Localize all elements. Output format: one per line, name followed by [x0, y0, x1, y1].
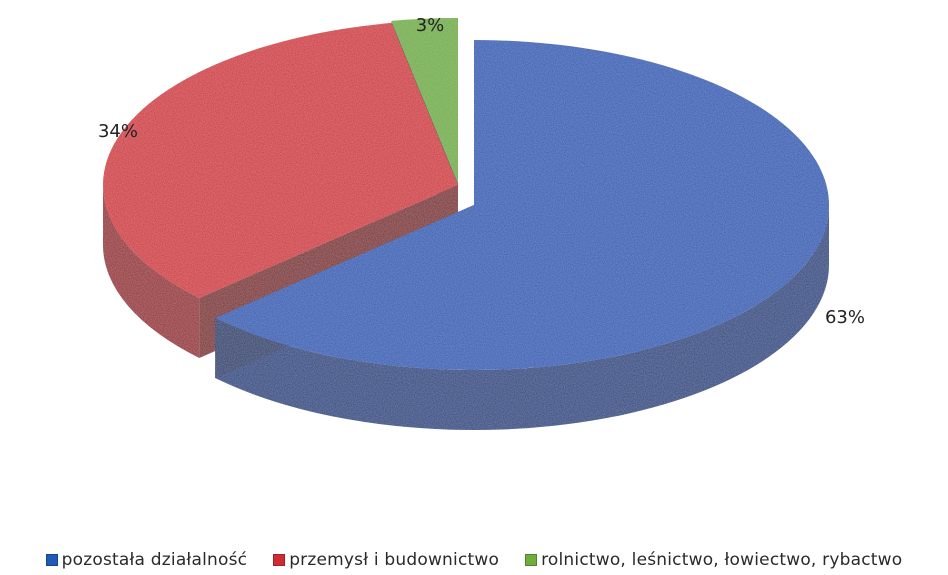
legend-label-0: pozostała działalność — [61, 550, 248, 570]
pie-slice-side-1 — [103, 185, 200, 358]
pie-slice-top-1 — [102, 22, 458, 298]
pie-chart: 63% 34% 3% — [98, 15, 865, 430]
pie-slice-top-0 — [215, 40, 830, 370]
legend-swatch-2 — [525, 554, 538, 566]
data-label-1: 34% — [98, 121, 138, 142]
chart-legend: pozostała działalność przemysł i budownic… — [0, 548, 948, 572]
data-label-2: 3% — [416, 15, 445, 36]
legend-label-1: przemysł i budownictwo — [289, 550, 500, 570]
pie-slice-side-0 — [215, 205, 830, 430]
legend-item-1: przemysł i budownictwo — [273, 550, 499, 570]
legend-item-0: pozostała działalność — [45, 550, 248, 570]
pie-slice-top-2 — [391, 18, 458, 183]
data-label-0: 63% — [825, 307, 865, 328]
pie-slice-0 — [215, 40, 830, 430]
legend-item-2: rolnictwo, leśnictwo, łowiectwo, rybactw… — [525, 550, 902, 570]
legend-swatch-0 — [45, 554, 58, 566]
legend-swatch-1 — [273, 554, 286, 566]
legend-label-2: rolnictwo, leśnictwo, łowiectwo, rybactw… — [541, 550, 903, 570]
